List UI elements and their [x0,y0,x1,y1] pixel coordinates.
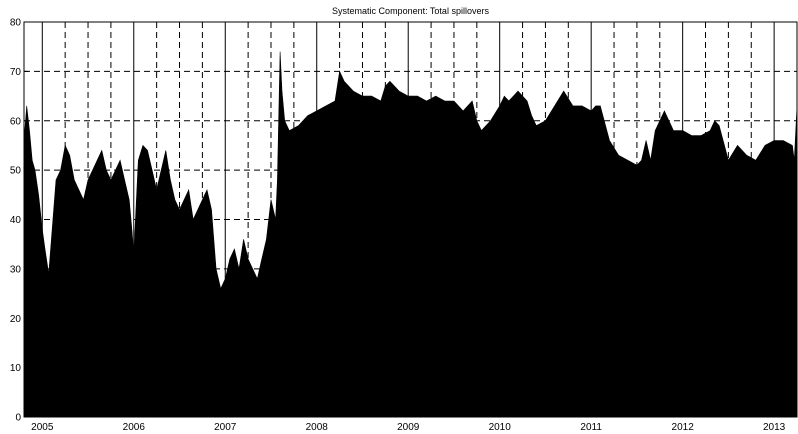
y-tick-label: 50 [10,166,22,177]
axis-ticks: 0 10 20 30 40 50 60 70 80 2005 2006 2007 2008 2009 201… [10,18,786,434]
x-tick-label: 2005 [31,422,54,433]
x-tick-label: 2010 [489,422,512,433]
series-area [23,51,798,418]
y-tick-label: 40 [10,215,22,226]
y-tick-label: 10 [10,363,22,374]
y-tick-label: 60 [10,116,22,127]
x-tick-label: 2007 [214,422,237,433]
x-tick-label: 2011 [580,422,602,433]
y-tick-label: 30 [10,264,22,275]
x-tick-label: 2009 [397,422,420,433]
x-tick-label: 2008 [306,422,329,433]
x-tick-label: 2013 [763,422,786,433]
y-tick-label: 70 [10,67,22,78]
y-tick-label: 0 [15,413,21,424]
x-tick-label: 2012 [672,422,695,433]
chart-title: Systematic Component: Total spillovers [332,6,489,16]
y-tick-label: 20 [10,314,22,325]
x-tick-label: 2006 [123,422,146,433]
y-tick-label: 80 [10,18,22,29]
